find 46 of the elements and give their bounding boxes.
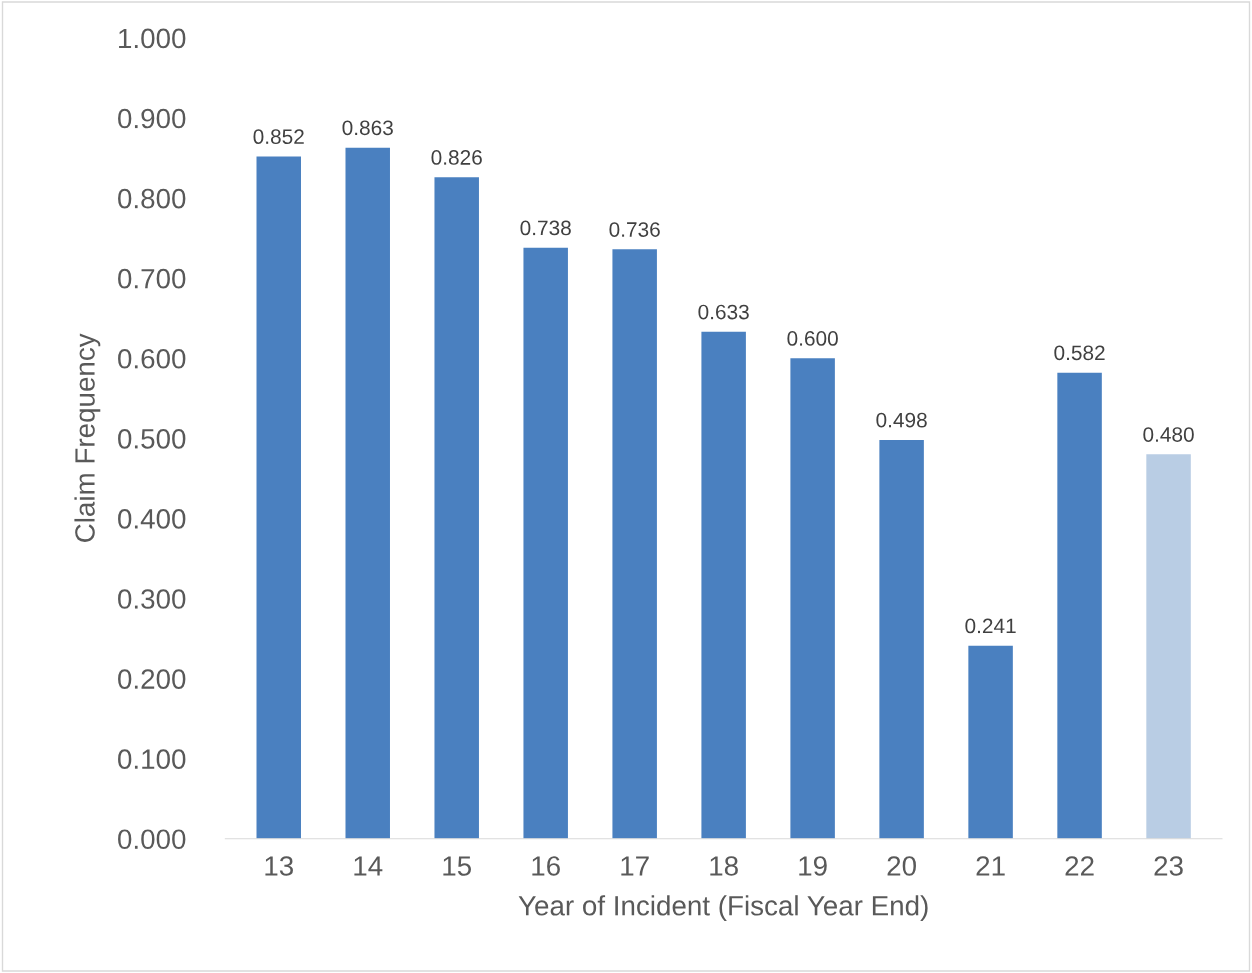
x-tick-label: 15 — [443, 856, 471, 876]
bar — [1057, 372, 1102, 839]
bar — [701, 331, 746, 839]
y-tick-label: 0.700 — [118, 268, 186, 289]
y-tick-label: 1.000 — [119, 28, 186, 49]
data-label: 0.600 — [787, 331, 838, 346]
data-label: 0.852 — [253, 129, 304, 145]
data-label: 0.498 — [876, 412, 927, 428]
x-tick-label: 19 — [799, 856, 827, 876]
bar — [968, 645, 1013, 839]
data-label: 0.826 — [431, 150, 482, 165]
x-tick-label: 20 — [887, 856, 916, 876]
x-tick-label: 22 — [1065, 856, 1094, 876]
x-tick-label: 16 — [532, 856, 560, 876]
bar — [1146, 454, 1191, 839]
x-tick-label: 13 — [265, 856, 293, 876]
y-tick-label: 0.800 — [118, 188, 186, 209]
x-tick-label: 21 — [976, 856, 1005, 876]
y-tick-label: 0.100 — [118, 749, 186, 769]
bar — [523, 247, 568, 839]
data-label: 0.633 — [698, 304, 749, 320]
y-tick-label: 0.600 — [118, 348, 186, 369]
y-axis-title: Claim Frequency — [74, 333, 101, 542]
x-tick-label: 18 — [710, 856, 738, 876]
x-tick-label: 23 — [1154, 856, 1183, 876]
bar — [345, 147, 390, 839]
x-axis-title: Year of Incident (Fiscal Year End) — [518, 895, 928, 922]
y-tick-label: 0.900 — [118, 108, 186, 129]
bar — [790, 358, 835, 839]
bar — [612, 249, 657, 839]
bar — [879, 439, 924, 839]
data-label: 0.241 — [965, 618, 1016, 634]
x-tick-label: 14 — [354, 856, 383, 876]
data-label: 0.738 — [520, 220, 571, 236]
y-tick-label: 0.000 — [118, 829, 186, 850]
bar — [434, 177, 479, 839]
y-tick-label: 0.200 — [118, 669, 186, 689]
bar — [256, 156, 301, 839]
y-tick-label: 0.400 — [118, 509, 186, 529]
y-tick-label: 0.500 — [118, 429, 186, 449]
x-tick-label: 17 — [621, 856, 649, 876]
data-label: 0.736 — [609, 222, 660, 237]
y-tick-label: 0.300 — [118, 589, 186, 609]
data-label: 0.863 — [342, 120, 393, 136]
data-label: 0.480 — [1143, 427, 1194, 442]
data-label: 0.582 — [1054, 345, 1105, 361]
